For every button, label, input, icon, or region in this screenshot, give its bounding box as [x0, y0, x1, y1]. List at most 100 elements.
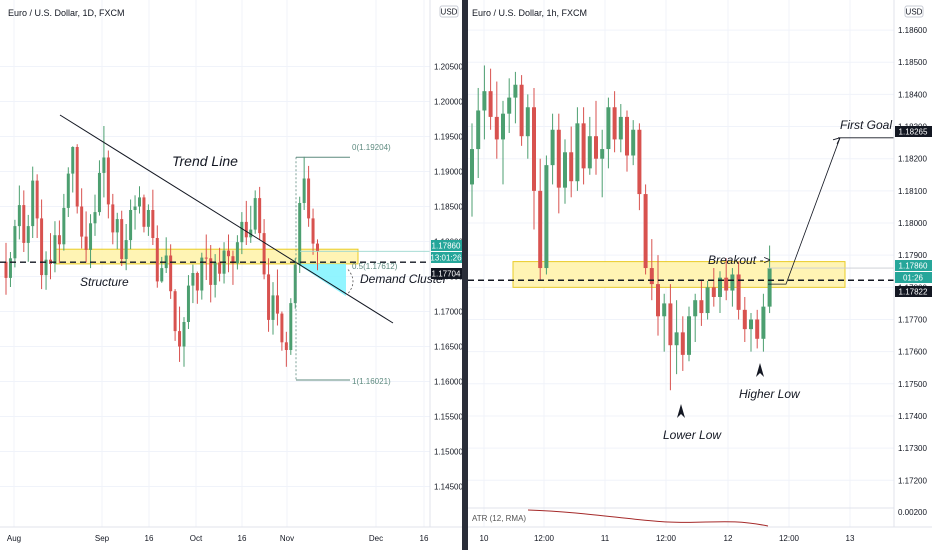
candle-body: [680, 332, 685, 355]
time-tick: 16: [420, 534, 429, 543]
candle-body: [218, 262, 222, 274]
candle-body: [97, 172, 101, 213]
chart-panel-right[interactable]: 1.186001.185001.184001.183001.182001.181…: [468, 0, 932, 550]
currency-button[interactable]: [904, 5, 924, 18]
time-tick: 16: [238, 534, 247, 543]
hourly-chart[interactable]: 1.186001.185001.184001.183001.182001.181…: [468, 0, 932, 550]
demand-cluster-label: Demand Cluster: [360, 272, 448, 286]
structure-label: Structure: [80, 275, 129, 289]
candle-body: [129, 210, 133, 241]
candle-body: [235, 242, 239, 264]
candle-body: [178, 331, 182, 347]
candle-body: [57, 235, 61, 245]
candle-body: [693, 300, 698, 317]
candle-body: [160, 268, 164, 282]
candle-body: [66, 173, 70, 208]
time-tick: 12:00: [656, 534, 677, 543]
candle-body: [53, 235, 57, 264]
goal-badge: [895, 126, 932, 137]
first-goal-label: First Goal: [840, 118, 892, 132]
candle-body: [600, 149, 605, 159]
candle-body: [84, 236, 88, 250]
candle-body: [182, 322, 186, 347]
price-tick: 1.20000: [434, 98, 462, 107]
candle-body: [71, 147, 75, 174]
candle-body: [718, 277, 722, 297]
candle-body: [249, 229, 253, 238]
candle-body: [594, 136, 598, 159]
price-tick: 1.18500: [898, 58, 927, 67]
price-tick: 1.17000: [434, 308, 462, 317]
candle-body: [93, 212, 97, 224]
price-tick: 1.14500: [434, 483, 462, 492]
price-tick: 1.18100: [898, 187, 927, 196]
atr-tick: 0.00200: [898, 508, 927, 517]
candle-body: [244, 221, 248, 238]
candle-body: [538, 190, 543, 269]
higher-low-label: Higher Low: [739, 387, 801, 401]
time-tick: Sep: [95, 534, 110, 543]
candle-body: [133, 206, 137, 210]
pane-divider[interactable]: [462, 0, 468, 550]
candle-body: [643, 194, 648, 269]
candle-body: [587, 136, 592, 169]
candle-body: [513, 84, 518, 98]
time-tick: Nov: [280, 534, 294, 543]
daily-chart[interactable]: 1.205001.200001.195001.190001.185001.180…: [0, 0, 462, 550]
candle-body: [227, 250, 230, 257]
candle-body: [730, 274, 735, 291]
lower-low-arrow-icon: [677, 404, 685, 418]
time-tick: Dec: [369, 534, 383, 543]
candle-body: [231, 256, 235, 264]
candle-body: [563, 152, 567, 188]
chart-panel-left[interactable]: 1.205001.200001.195001.190001.185001.180…: [0, 0, 462, 550]
candle-body: [258, 198, 262, 234]
higher-low-arrow-icon: [756, 363, 764, 377]
candle-body: [532, 107, 536, 191]
candle-body: [724, 277, 729, 291]
price-tick: 1.20500: [434, 63, 462, 72]
candle-body: [89, 223, 93, 250]
candle-body: [316, 243, 319, 252]
price-tick: 1.15000: [434, 448, 462, 457]
candle-body: [687, 316, 691, 355]
current-price-badge: [431, 240, 462, 251]
candle-body: [271, 295, 275, 320]
price-tick: 1.18500: [434, 203, 462, 212]
candle-body: [612, 107, 617, 140]
candle-body: [106, 157, 110, 205]
price-tick: 1.16500: [434, 343, 462, 352]
time-tick: 16: [145, 534, 154, 543]
candle-body: [705, 287, 710, 314]
currency-label: USD: [906, 8, 923, 17]
candle-body: [544, 165, 549, 269]
currency-button[interactable]: [439, 5, 459, 18]
candle-body: [17, 205, 21, 227]
current-price-badge: [895, 260, 932, 271]
time-tick: 10: [480, 534, 489, 543]
price-tick: 1.19500: [434, 133, 462, 142]
currency-label: USD: [441, 8, 458, 17]
candle-body: [637, 129, 642, 195]
candle-body: [668, 303, 673, 346]
candle-body: [124, 240, 128, 259]
candle-body: [699, 300, 704, 314]
candle-body: [240, 221, 244, 243]
candle-body: [13, 226, 17, 259]
candle-body: [164, 255, 168, 269]
countdown-badge: [431, 252, 462, 263]
price-tick: 1.15500: [434, 413, 462, 422]
goal-price: 1.18265: [899, 128, 928, 137]
candle-body: [209, 258, 213, 285]
price-tick: 1.19000: [434, 168, 462, 177]
time-tick: 12:00: [779, 534, 800, 543]
price-tick: 1.17200: [898, 476, 927, 485]
candle-body: [556, 129, 561, 188]
candle-body: [80, 206, 84, 237]
candle-body: [302, 178, 306, 203]
candle-body: [31, 180, 35, 227]
candle-body: [749, 319, 753, 330]
atr-label: ATR (12, RMA): [472, 514, 526, 523]
current-price: 1.17860: [899, 262, 928, 271]
breakout-zone: [512, 261, 846, 288]
